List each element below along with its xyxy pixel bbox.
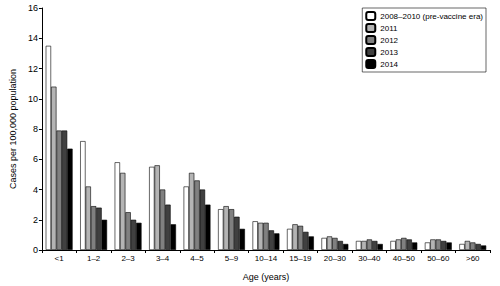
svg-text:4: 4 (33, 185, 38, 195)
svg-text:5–9: 5–9 (225, 254, 239, 263)
svg-text:4–5: 4–5 (190, 254, 204, 263)
svg-text:2014: 2014 (380, 60, 398, 69)
svg-text:10–14: 10–14 (255, 254, 278, 263)
svg-text:50–60: 50–60 (427, 254, 450, 263)
svg-text:6: 6 (33, 154, 38, 164)
svg-text:Cases per 100,000 population: Cases per 100,000 population (8, 69, 18, 189)
svg-text:30–40: 30–40 (358, 254, 381, 263)
svg-text:8: 8 (33, 124, 38, 134)
svg-text:2–3: 2–3 (121, 254, 135, 263)
svg-text:2012: 2012 (380, 36, 398, 45)
svg-text:2: 2 (33, 215, 38, 225)
svg-text:40–50: 40–50 (393, 254, 416, 263)
svg-text:16: 16 (28, 3, 38, 13)
svg-text:10: 10 (28, 94, 38, 104)
svg-text:20–30: 20–30 (324, 254, 347, 263)
svg-text:14: 14 (28, 33, 38, 43)
svg-text:1–2: 1–2 (87, 254, 101, 263)
svg-text:2011: 2011 (380, 24, 398, 33)
svg-text:12: 12 (28, 64, 38, 74)
svg-text:15–19: 15–19 (289, 254, 312, 263)
svg-text:>60: >60 (466, 254, 480, 263)
svg-text:2013: 2013 (380, 48, 398, 57)
svg-text:3–4: 3–4 (156, 254, 170, 263)
svg-text:<1: <1 (55, 254, 65, 263)
svg-text:2008–2010 (pre-vaccine era): 2008–2010 (pre-vaccine era) (380, 12, 483, 21)
svg-text:0: 0 (33, 245, 38, 255)
svg-text:Age (years): Age (years) (243, 272, 290, 282)
